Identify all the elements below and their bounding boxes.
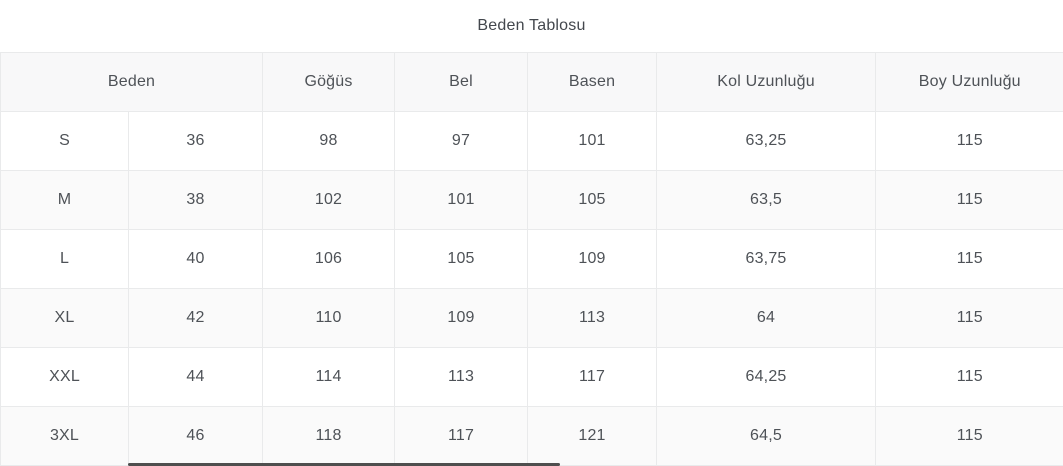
cell-kol: 64,5 (656, 406, 877, 466)
cell-kol: 63,5 (656, 170, 877, 230)
cell-size: XL (0, 288, 129, 348)
cell-gogus: 110 (262, 288, 396, 348)
table-row: S 36 98 97 101 63,25 115 (0, 111, 1063, 171)
cell-kol: 64,25 (656, 347, 877, 407)
cell-size: S (0, 111, 129, 171)
header-gogus: Göğüs (262, 52, 396, 112)
header-boy-uzunlugu: Boy Uzunluğu (875, 52, 1063, 112)
cell-boy: 115 (875, 288, 1063, 348)
cell-boy: 115 (875, 347, 1063, 407)
page-title: Beden Tablosu (477, 17, 586, 34)
cell-basen: 121 (527, 406, 658, 466)
cell-gogus: 98 (262, 111, 396, 171)
cell-beden-no: 38 (127, 170, 264, 230)
size-table-body: S 36 98 97 101 63,25 115 M 38 102 101 10… (0, 111, 1063, 466)
cell-beden-no: 44 (127, 347, 264, 407)
cell-size: 3XL (0, 406, 129, 466)
table-row: 3XL 46 118 117 121 64,5 115 (0, 406, 1063, 466)
cell-basen: 105 (527, 170, 658, 230)
cell-size: XXL (0, 347, 129, 407)
cell-beden-no: 40 (127, 229, 264, 289)
cell-bel: 105 (394, 229, 529, 289)
cell-boy: 115 (875, 229, 1063, 289)
cell-bel: 97 (394, 111, 529, 171)
cell-kol: 64 (656, 288, 877, 348)
header-row: Beden Göğüs Bel Basen Kol Uzunluğu Boy U… (0, 52, 1063, 112)
cell-basen: 113 (527, 288, 658, 348)
header-basen: Basen (527, 52, 658, 112)
cell-size: M (0, 170, 129, 230)
table-row: M 38 102 101 105 63,5 115 (0, 170, 1063, 230)
header-bel: Bel (394, 52, 529, 112)
cell-beden-no: 46 (127, 406, 264, 466)
size-table-header: Beden Göğüs Bel Basen Kol Uzunluğu Boy U… (0, 52, 1063, 112)
size-table: Beden Göğüs Bel Basen Kol Uzunluğu Boy U… (0, 52, 1063, 466)
cell-boy: 115 (875, 170, 1063, 230)
cell-beden-no: 36 (127, 111, 264, 171)
horizontal-scrollbar-thumb[interactable] (128, 463, 560, 466)
cell-size: L (0, 229, 129, 289)
cell-kol: 63,75 (656, 229, 877, 289)
cell-gogus: 118 (262, 406, 396, 466)
header-kol-uzunlugu: Kol Uzunluğu (656, 52, 877, 112)
table-row: L 40 106 105 109 63,75 115 (0, 229, 1063, 289)
cell-bel: 109 (394, 288, 529, 348)
cell-bel: 117 (394, 406, 529, 466)
header-beden: Beden (0, 52, 264, 112)
cell-bel: 113 (394, 347, 529, 407)
cell-beden-no: 42 (127, 288, 264, 348)
cell-basen: 101 (527, 111, 658, 171)
table-row: XL 42 110 109 113 64 115 (0, 288, 1063, 348)
cell-gogus: 114 (262, 347, 396, 407)
cell-gogus: 102 (262, 170, 396, 230)
cell-kol: 63,25 (656, 111, 877, 171)
cell-boy: 115 (875, 406, 1063, 466)
cell-bel: 101 (394, 170, 529, 230)
table-row: XXL 44 114 113 117 64,25 115 (0, 347, 1063, 407)
cell-gogus: 106 (262, 229, 396, 289)
horizontal-scrollbar-track[interactable] (0, 463, 1063, 466)
cell-basen: 109 (527, 229, 658, 289)
cell-boy: 115 (875, 111, 1063, 171)
cell-basen: 117 (527, 347, 658, 407)
